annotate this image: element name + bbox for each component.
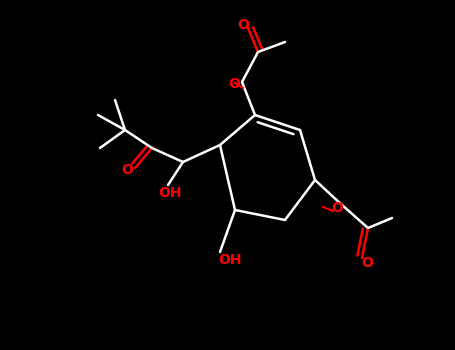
Text: O: O xyxy=(331,201,343,215)
Text: O: O xyxy=(237,18,249,32)
Text: O: O xyxy=(121,163,133,177)
Text: OH: OH xyxy=(158,186,182,200)
Text: O: O xyxy=(361,256,373,270)
Text: O: O xyxy=(228,77,240,91)
Text: OH: OH xyxy=(218,253,242,267)
